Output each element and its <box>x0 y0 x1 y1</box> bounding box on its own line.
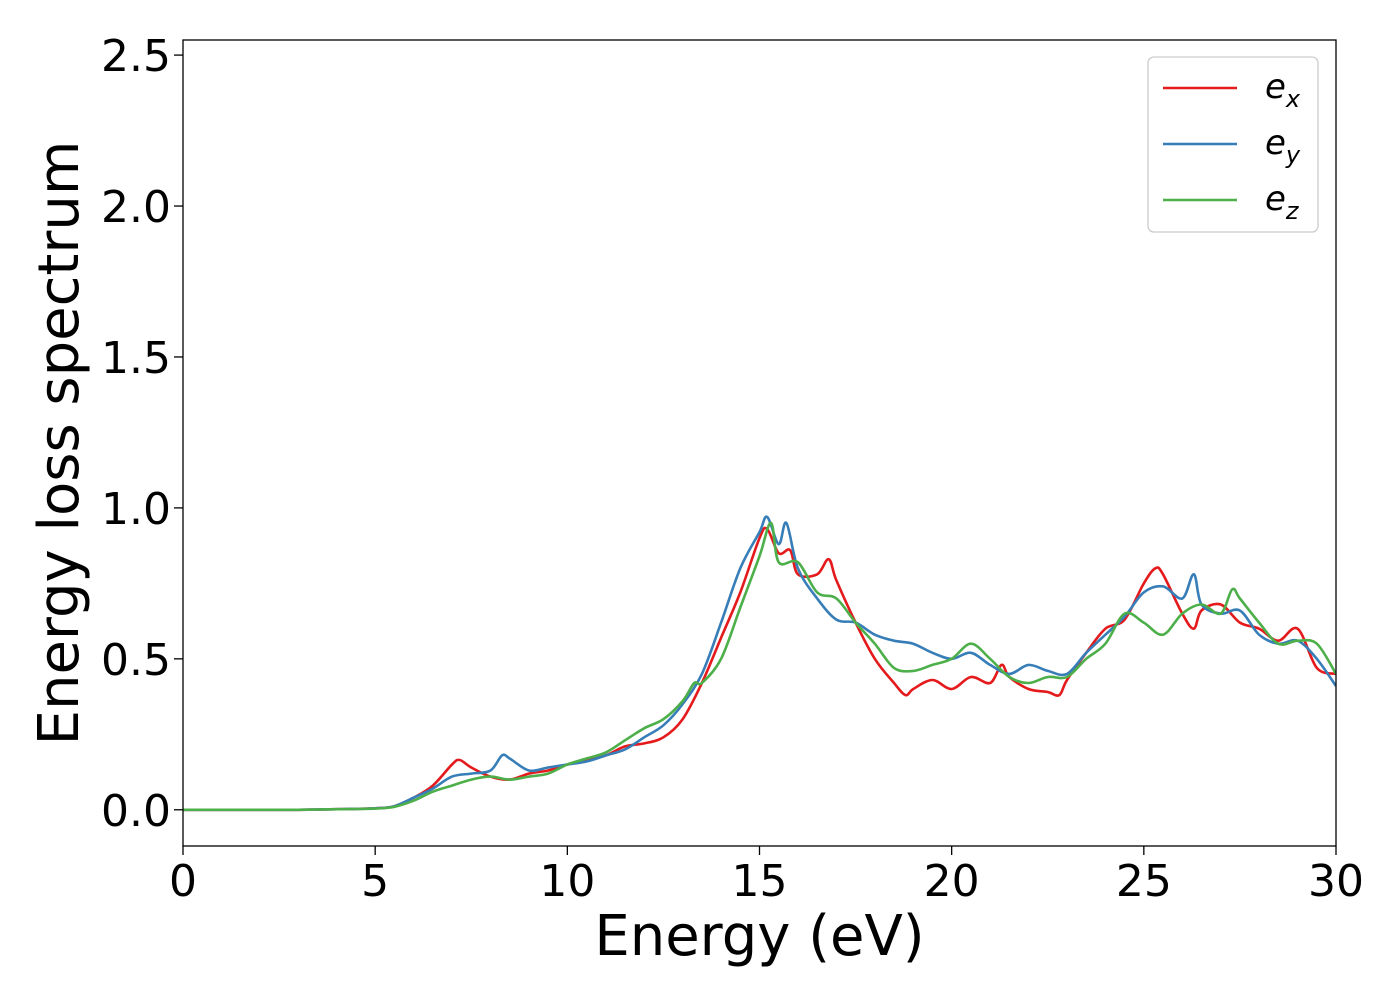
y-tick-label: 2.0 <box>101 182 171 233</box>
x-tick-label: 15 <box>732 856 788 907</box>
x-tick-label: 5 <box>361 856 389 907</box>
y-tick-label: 0.5 <box>101 635 171 686</box>
series-layer <box>183 515 1336 812</box>
x-tick-label: 30 <box>1308 856 1364 907</box>
y-ticks: 0.0 0.5 1.0 1.5 2.0 2.5 <box>101 31 183 837</box>
y-tick-label: 0.0 <box>101 786 171 837</box>
legend-label-z: ez <box>1265 179 1300 225</box>
series-line-z <box>183 521 1336 812</box>
x-tick-label: 25 <box>1116 856 1172 907</box>
x-ticks: 0 5 10 15 20 25 30 <box>169 846 1364 907</box>
x-axis-title: Energy (eV) <box>594 904 924 969</box>
series-line-y <box>183 515 1336 812</box>
legend-label-y: ey <box>1265 123 1301 169</box>
series-line-x <box>183 526 1336 812</box>
x-tick-label: 0 <box>169 856 197 907</box>
legend-label-x: ex <box>1265 67 1301 113</box>
y-tick-label: 1.0 <box>101 484 171 535</box>
x-tick-label: 10 <box>539 856 595 907</box>
y-tick-label: 2.5 <box>101 31 171 82</box>
x-tick-label: 20 <box>924 856 980 907</box>
y-tick-label: 1.5 <box>101 333 171 384</box>
y-axis-title: Energy loss spectrum <box>27 141 92 746</box>
legend: ex ey ez <box>1147 56 1319 233</box>
